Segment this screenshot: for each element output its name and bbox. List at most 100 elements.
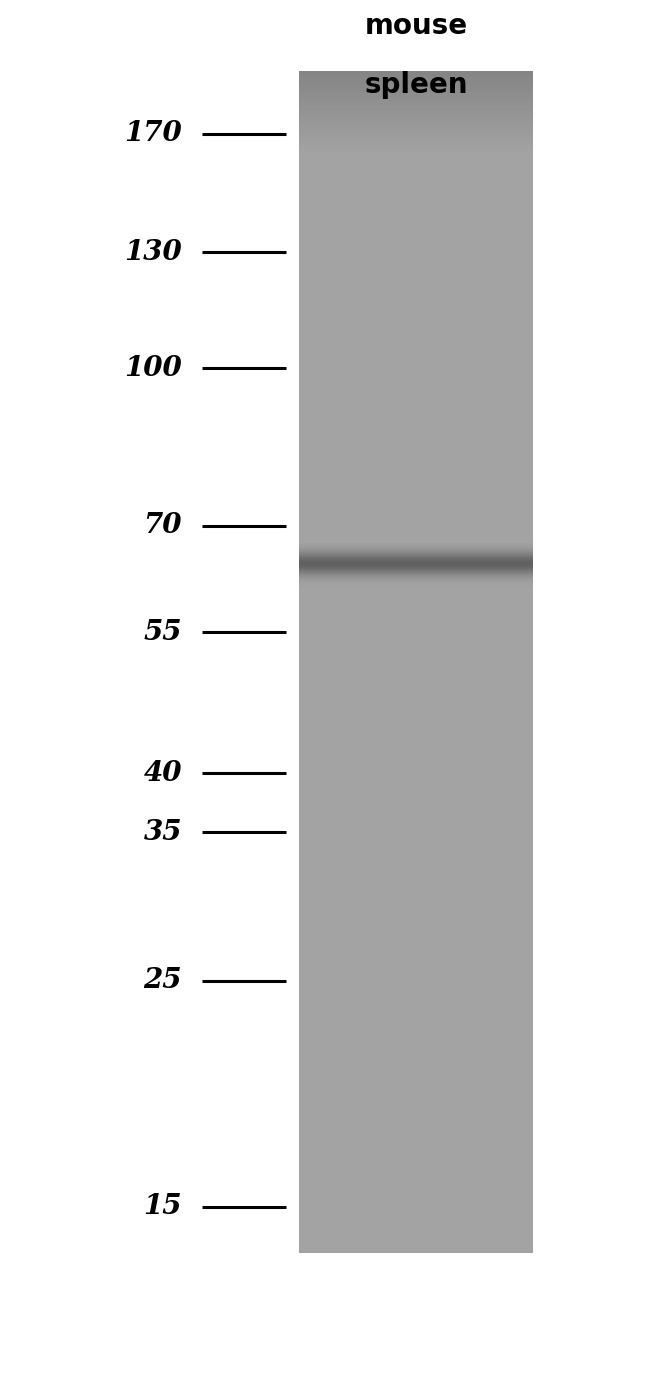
Bar: [299, 492, 533, 495]
Bar: [299, 146, 533, 148]
Bar: [299, 431, 533, 434]
Bar: [299, 177, 533, 179]
Bar: [299, 739, 533, 742]
Bar: [299, 238, 533, 240]
Bar: [299, 1182, 533, 1185]
Bar: [299, 940, 533, 942]
Bar: [299, 644, 533, 646]
Bar: [299, 1145, 533, 1148]
Bar: [299, 466, 533, 467]
Bar: [299, 93, 533, 94]
Bar: [299, 213, 533, 215]
Bar: [299, 851, 533, 854]
Bar: [299, 1235, 533, 1238]
Bar: [299, 1082, 533, 1084]
Bar: [299, 692, 533, 694]
Bar: [299, 211, 533, 213]
Bar: [299, 554, 533, 556]
Bar: [299, 798, 533, 800]
Bar: [299, 73, 533, 75]
Bar: [299, 690, 533, 692]
Bar: [299, 687, 533, 690]
Bar: [299, 394, 533, 396]
Bar: [299, 1168, 533, 1171]
Bar: [299, 125, 533, 126]
Bar: [299, 351, 533, 353]
Bar: [299, 1015, 533, 1017]
Bar: [299, 570, 533, 571]
Bar: [299, 383, 533, 384]
Bar: [299, 290, 533, 291]
Bar: [299, 80, 533, 83]
Bar: [299, 444, 533, 445]
Bar: [299, 808, 533, 809]
Bar: [299, 179, 533, 182]
Bar: [299, 1024, 533, 1027]
Bar: [299, 151, 533, 154]
Bar: [299, 686, 533, 687]
Bar: [299, 1123, 533, 1125]
Bar: [299, 887, 533, 888]
Bar: [299, 837, 533, 840]
Bar: [299, 363, 533, 365]
Bar: [299, 215, 533, 216]
Bar: [299, 116, 533, 118]
Bar: [299, 248, 533, 251]
Bar: [299, 714, 533, 715]
Bar: [299, 912, 533, 915]
Bar: [299, 1084, 533, 1085]
Bar: [299, 398, 533, 401]
Bar: [299, 1034, 533, 1037]
Bar: [299, 704, 533, 705]
Bar: [299, 956, 533, 958]
Bar: [299, 564, 533, 565]
Bar: [299, 349, 533, 351]
Bar: [299, 457, 533, 459]
Bar: [299, 97, 533, 98]
Bar: [299, 581, 533, 584]
Bar: [299, 751, 533, 753]
Bar: [299, 1069, 533, 1070]
Bar: [299, 888, 533, 891]
Bar: [299, 380, 533, 383]
Bar: [299, 902, 533, 905]
Bar: [299, 737, 533, 739]
Bar: [299, 784, 533, 786]
Bar: [299, 485, 533, 486]
Bar: [299, 541, 533, 542]
Bar: [299, 335, 533, 337]
Bar: [299, 1228, 533, 1229]
Bar: [299, 1247, 533, 1249]
Bar: [299, 463, 533, 466]
Bar: [299, 500, 533, 503]
Bar: [299, 922, 533, 924]
Bar: [299, 528, 533, 529]
Bar: [299, 187, 533, 190]
Bar: [299, 962, 533, 963]
Bar: [299, 625, 533, 626]
Bar: [299, 360, 533, 363]
Bar: [299, 266, 533, 267]
Text: 55: 55: [144, 620, 182, 646]
Bar: [299, 162, 533, 164]
Bar: [299, 571, 533, 574]
Bar: [299, 930, 533, 933]
Bar: [299, 435, 533, 438]
Bar: [299, 1146, 533, 1149]
Bar: [299, 355, 533, 356]
Bar: [299, 877, 533, 879]
Bar: [299, 814, 533, 816]
Bar: [299, 387, 533, 388]
Bar: [299, 672, 533, 674]
Bar: [299, 1116, 533, 1117]
Bar: [299, 901, 533, 902]
Bar: [299, 445, 533, 448]
Bar: [299, 769, 533, 771]
Bar: [299, 417, 533, 420]
Bar: [299, 448, 533, 449]
Bar: [299, 654, 533, 656]
Bar: [299, 1010, 533, 1013]
Bar: [299, 597, 533, 599]
Bar: [299, 942, 533, 944]
Bar: [299, 721, 533, 723]
